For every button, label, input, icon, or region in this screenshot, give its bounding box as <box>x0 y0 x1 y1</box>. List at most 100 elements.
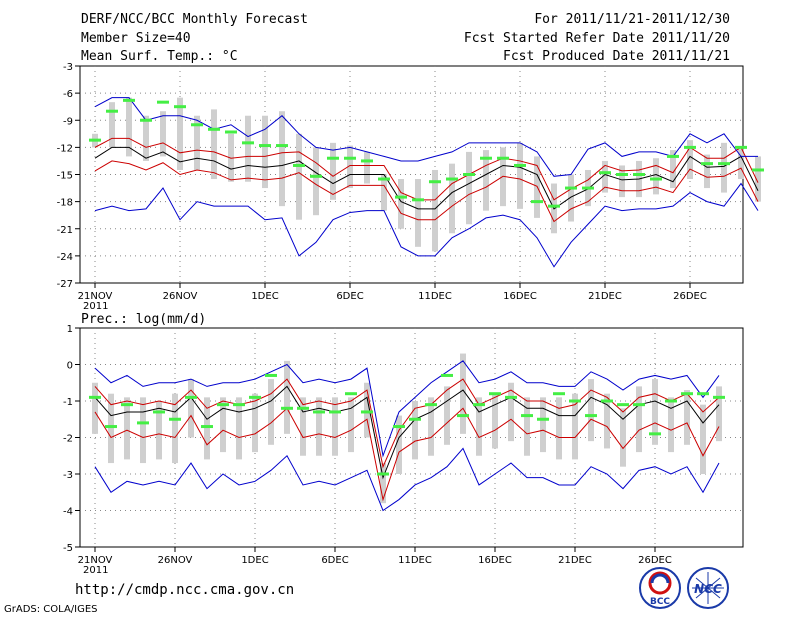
observed-marker <box>259 144 271 148</box>
range-box <box>619 165 625 198</box>
chart-title: DERF/NCC/BCC Monthly Forecast <box>81 12 308 27</box>
observed-marker <box>89 395 101 399</box>
x-tick-label: 26NOV <box>163 291 198 302</box>
ncc-logo: NCC <box>687 567 729 609</box>
observed-marker <box>457 414 469 418</box>
range-box <box>476 397 482 456</box>
observed-marker <box>633 403 645 407</box>
y-tick-label: -6 <box>63 89 73 100</box>
observed-marker <box>599 171 611 175</box>
range-box <box>347 145 353 189</box>
observed-marker <box>242 141 254 145</box>
member-size: Member Size=40 <box>81 31 191 46</box>
y-tick-label: 1 <box>67 324 73 335</box>
observed-marker <box>313 410 325 414</box>
x-tick-label: 16DEC <box>478 555 512 566</box>
observed-marker <box>157 100 169 104</box>
forecast-start-date: Fcst Started Refer Date 2011/11/20 <box>463 31 730 46</box>
series-ensemble-min <box>94 182 759 268</box>
observed-marker <box>429 180 441 184</box>
observed-marker <box>191 123 203 127</box>
range-box <box>348 397 354 453</box>
grads-credit: GrADS: COLA/IGES <box>4 604 98 615</box>
range-box <box>268 379 274 445</box>
range-box <box>415 179 421 247</box>
observed-marker <box>697 392 709 396</box>
series-ensemble-max <box>94 360 720 458</box>
range-box <box>296 133 302 220</box>
bcc-logo-text: BCC <box>650 597 670 607</box>
observed-marker <box>412 198 424 202</box>
observed-marker <box>684 145 696 149</box>
observed-marker <box>446 177 458 181</box>
observed-marker <box>553 392 565 396</box>
y-tick-label: -2 <box>63 434 73 445</box>
forecast-produced-date: Fcst Produced Date 2011/11/21 <box>503 49 730 64</box>
series-ensemble-min <box>94 447 720 512</box>
x-tick-label: 1DEC <box>241 555 268 566</box>
observed-marker <box>409 417 421 421</box>
range-box <box>700 404 706 474</box>
range-box <box>684 390 690 445</box>
y-tick-label: -5 <box>63 543 73 554</box>
observed-marker <box>276 144 288 148</box>
range-box <box>316 397 322 456</box>
range-box <box>211 109 217 180</box>
range-box <box>126 97 132 157</box>
observed-marker <box>585 414 597 418</box>
series-spread-lower <box>94 407 720 502</box>
source-url[interactable]: http://cmdp.ncc.cma.gov.cn <box>75 582 295 598</box>
range-box <box>460 353 466 434</box>
observed-marker <box>327 156 339 160</box>
x-tick-label: 6DEC <box>321 555 348 566</box>
x-tick-label: 16DEC <box>503 291 537 302</box>
observed-marker <box>225 130 237 134</box>
observed-marker <box>265 373 277 377</box>
range-box <box>160 111 166 157</box>
observed-marker <box>281 406 293 410</box>
x-tick-label: 11DEC <box>398 555 432 566</box>
range-box <box>602 160 608 193</box>
range-box <box>284 360 290 434</box>
observed-marker <box>89 138 101 142</box>
observed-marker <box>185 395 197 399</box>
range-box <box>313 147 319 216</box>
observed-marker <box>378 177 390 181</box>
y-tick-label: -24 <box>57 252 73 263</box>
y-tick-label: -12 <box>57 143 73 154</box>
range-box <box>172 393 178 464</box>
observed-marker <box>681 392 693 396</box>
y-tick-label: -15 <box>57 171 73 182</box>
range-box <box>398 179 404 229</box>
observed-marker <box>345 392 357 396</box>
observed-marker <box>106 109 118 113</box>
observed-marker <box>601 399 613 403</box>
observed-marker <box>441 373 453 377</box>
observed-marker <box>377 472 389 476</box>
bcc-logo: BCC <box>639 567 681 609</box>
observed-marker <box>531 200 543 204</box>
range-box <box>396 415 402 474</box>
y-tick-label: -3 <box>63 62 73 73</box>
observed-marker <box>297 406 309 410</box>
observed-marker <box>616 173 628 176</box>
observed-marker <box>497 156 509 160</box>
observed-marker <box>395 195 407 199</box>
range-box <box>588 379 594 442</box>
observed-marker <box>649 432 661 436</box>
series-ensemble-mean <box>94 146 759 210</box>
x-tick-label: 21NOV <box>78 555 113 566</box>
range-box <box>140 397 146 464</box>
range-box <box>668 397 674 453</box>
range-box <box>252 393 258 453</box>
observed-marker <box>201 425 213 429</box>
range-box <box>332 397 338 456</box>
range-box <box>380 463 386 504</box>
observed-marker <box>752 168 764 172</box>
observed-marker <box>140 118 152 122</box>
observed-marker <box>425 403 437 407</box>
range-box <box>517 142 523 209</box>
range-box <box>300 397 306 456</box>
y-tick-label: -9 <box>63 116 73 127</box>
